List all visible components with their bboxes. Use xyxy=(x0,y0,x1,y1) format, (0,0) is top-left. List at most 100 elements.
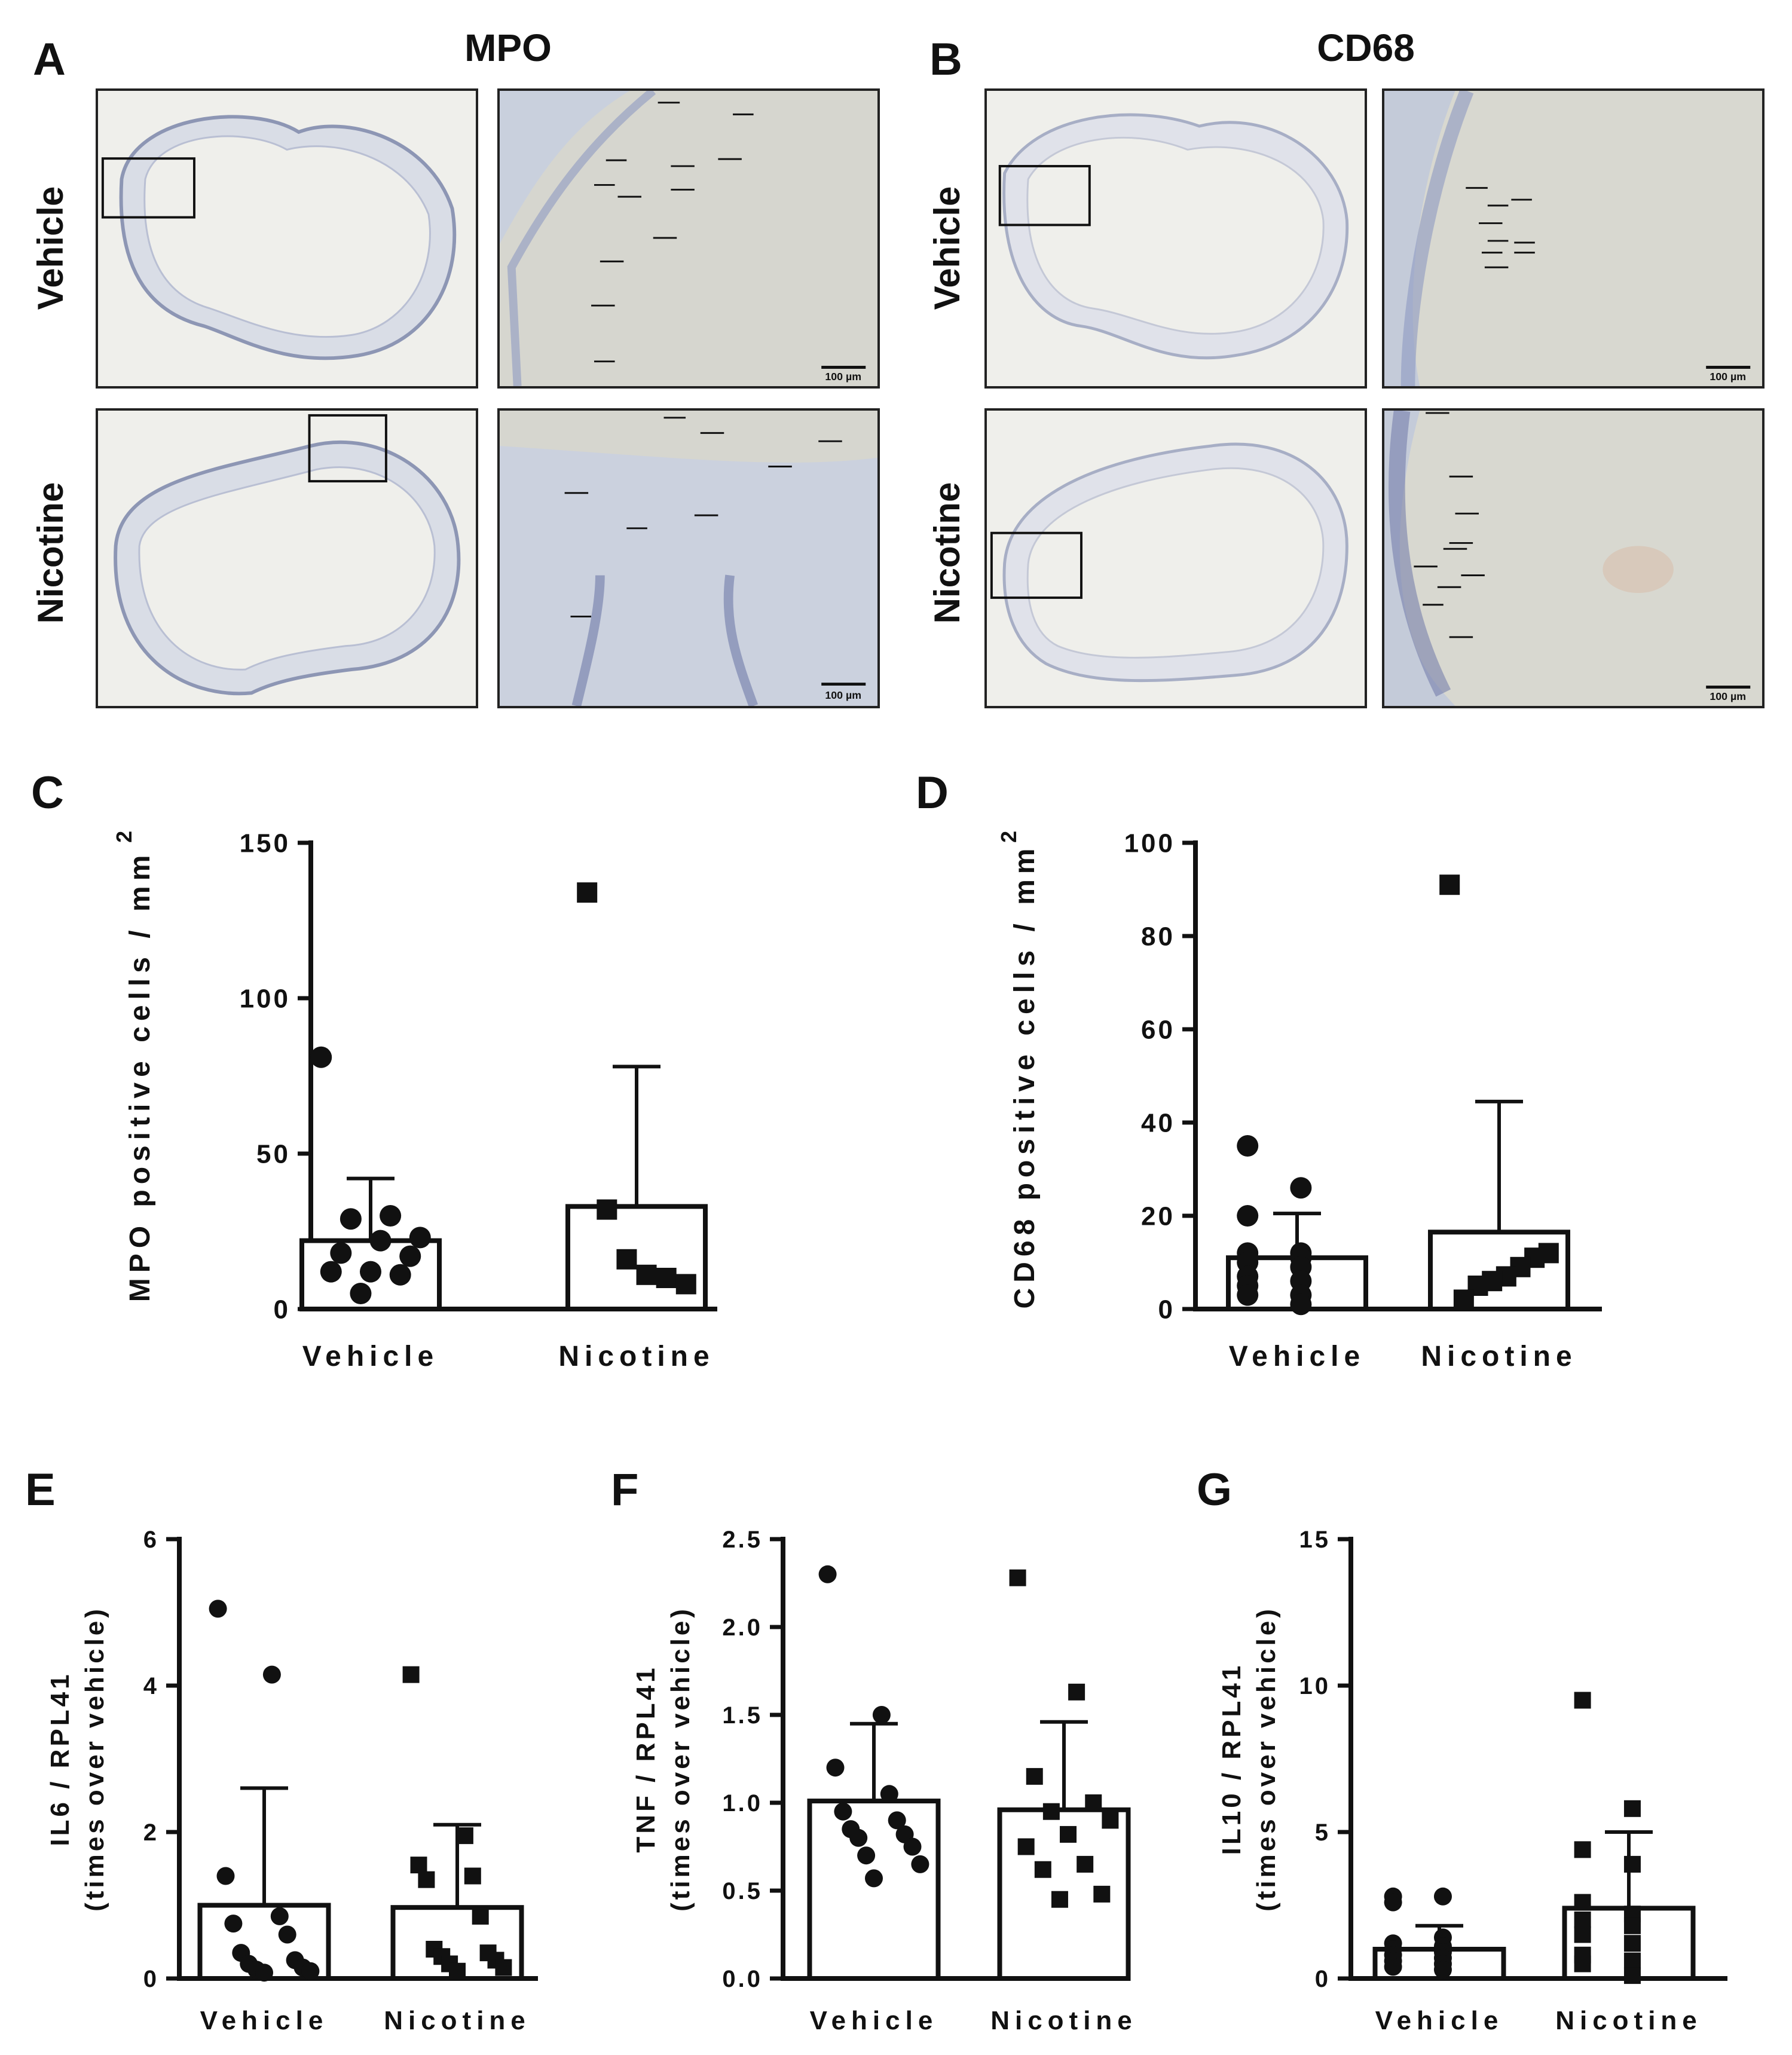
y-tick-label: 15 xyxy=(1299,1527,1331,1553)
data-point xyxy=(1042,1803,1060,1820)
y-axis-label: CD68 positive cells / mm xyxy=(1009,843,1041,1309)
chart-c-mpo: C 0 50 100 150 MPO positive cells / mm 2 Vehicl… xyxy=(31,771,717,1372)
data-point xyxy=(834,1802,852,1821)
data-point xyxy=(369,1230,392,1252)
y-tick-label: 0 xyxy=(143,1966,159,1992)
data-point xyxy=(911,1855,929,1873)
data-point xyxy=(1574,1926,1591,1943)
data-point xyxy=(456,1827,473,1845)
data-point xyxy=(301,1962,320,1980)
data-point xyxy=(495,1959,512,1976)
data-point xyxy=(636,1264,657,1285)
y-tick-label: 40 xyxy=(1141,1108,1175,1137)
chart-f-tnf: F 0.0 0.5 1.0 1.5 2.0 2.5 TNF / RPL41 (times ove… xyxy=(611,1464,1137,2035)
data-point xyxy=(360,1261,381,1283)
data-point xyxy=(262,1665,281,1684)
data-point xyxy=(216,1867,235,1885)
y-tick-label: 2.0 xyxy=(722,1614,763,1641)
data-point xyxy=(1574,1955,1591,1973)
x-category-label: Vehicle xyxy=(302,1341,439,1372)
data-point xyxy=(402,1666,420,1683)
x-category-label: Vehicle xyxy=(810,2006,938,2035)
data-point xyxy=(1384,1893,1402,1912)
y-tick-label: 0 xyxy=(1158,1295,1175,1324)
data-point xyxy=(1453,1289,1474,1310)
data-point xyxy=(1290,1293,1312,1316)
x-category-label: Nicotine xyxy=(558,1341,714,1372)
y-tick-label: 10 xyxy=(1299,1673,1331,1699)
data-point xyxy=(209,1600,227,1618)
data-point xyxy=(857,1846,876,1865)
data-point xyxy=(255,1964,273,1982)
y-tick-label: 0 xyxy=(274,1295,290,1324)
y-axis-label: IL6 / RPL41 xyxy=(45,1671,75,1846)
panel-letter: E xyxy=(25,1464,56,1515)
data-point xyxy=(880,1785,898,1803)
row-label-nicotine-a: Nicotine xyxy=(30,482,71,624)
data-point xyxy=(1077,1855,1094,1873)
data-point xyxy=(656,1268,677,1288)
x-category-label: Vehicle xyxy=(200,2006,329,2035)
y-axis-label-superscript: 2 xyxy=(996,831,1021,843)
data-point xyxy=(399,1245,421,1267)
data-point xyxy=(1433,1887,1452,1906)
micrograph-a-vehicle-zoom: 100 µm xyxy=(497,88,880,389)
data-point xyxy=(1623,1935,1641,1952)
data-point xyxy=(1026,1767,1043,1785)
data-point xyxy=(1085,1794,1102,1811)
data-point xyxy=(224,1915,243,1933)
data-point xyxy=(1623,1855,1641,1873)
data-point xyxy=(320,1261,342,1283)
data-point xyxy=(1290,1177,1312,1199)
y-tick-label: 4 xyxy=(143,1673,159,1699)
data-point xyxy=(1384,1958,1402,1976)
y-tick-label: 2 xyxy=(143,1819,159,1846)
data-point xyxy=(1623,1917,1641,1934)
chart-d-cd68: D 0 20 40 60 80 100 CD68 positive cells / mm2 Ve… xyxy=(916,771,1602,1372)
micrograph-a-nicotine-zoom: 100 µm xyxy=(497,408,880,708)
y-tick-label: 60 xyxy=(1141,1015,1175,1044)
scale-bar-label-b2: 100 µm xyxy=(1710,690,1746,702)
data-point xyxy=(1093,1885,1111,1903)
y-tick-label: 1.0 xyxy=(722,1790,763,1817)
y-tick-label: 2.5 xyxy=(722,1527,763,1553)
y-axis-label: MPO positive cells / mm xyxy=(124,850,156,1302)
scale-bar-label-a1: 100 µm xyxy=(825,371,861,383)
x-category-label: Nicotine xyxy=(990,2006,1137,2035)
y-tick-label: 1.5 xyxy=(722,1702,763,1729)
data-point xyxy=(675,1274,696,1295)
data-point xyxy=(472,1907,489,1925)
data-point xyxy=(409,1227,431,1249)
data-point xyxy=(464,1867,481,1885)
y-tick-label: 100 xyxy=(240,984,290,1013)
row-label-vehicle-a: Vehicle xyxy=(30,186,71,310)
data-point xyxy=(449,1962,466,1980)
data-point xyxy=(1623,1800,1641,1817)
data-point xyxy=(1623,1952,1641,1970)
data-point xyxy=(818,1565,837,1583)
panel-letter: D xyxy=(916,771,949,818)
y-tick-label: 0.0 xyxy=(722,1966,763,1992)
x-category-label: Vehicle xyxy=(1229,1341,1365,1372)
chart-g-il10: G 0 5 10 15 IL10 / RPL41 (times over vehicle) V… xyxy=(1197,1464,1727,2035)
data-point xyxy=(418,1871,435,1888)
data-point xyxy=(1439,874,1460,895)
panel-letter: G xyxy=(1197,1464,1232,1515)
data-point xyxy=(350,1283,372,1304)
y-tick-label: 100 xyxy=(1124,828,1175,858)
y-tick-label: 150 xyxy=(240,828,290,858)
data-point xyxy=(1060,1825,1077,1843)
y-axis-label: IL10 / RPL41 xyxy=(1217,1663,1246,1855)
chart-e-il6: E 0 2 4 6 IL6 / RPL41 (times over vehicle) Vehi… xyxy=(25,1464,538,2035)
bar xyxy=(807,1799,941,1981)
scale-bar-label-a2: 100 µm xyxy=(825,689,861,701)
data-point xyxy=(1068,1683,1085,1701)
y-tick-label: 80 xyxy=(1141,922,1175,951)
y-tick-label: 0.5 xyxy=(722,1878,763,1904)
data-point xyxy=(340,1208,362,1230)
x-category-label: Nicotine xyxy=(384,2006,531,2035)
data-point xyxy=(380,1205,402,1227)
data-point xyxy=(1623,1967,1641,1984)
y-tick-label: 50 xyxy=(256,1139,290,1169)
scale-bar-label-b1: 100 µm xyxy=(1710,371,1746,383)
